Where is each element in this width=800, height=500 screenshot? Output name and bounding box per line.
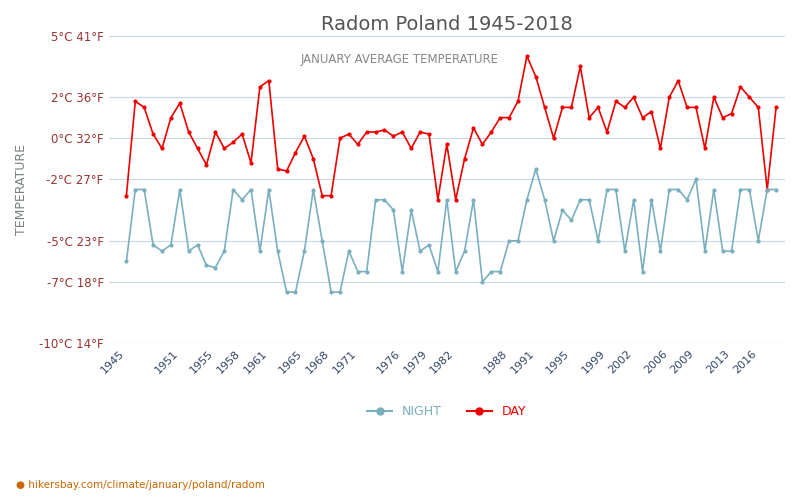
- Legend: NIGHT, DAY: NIGHT, DAY: [362, 400, 531, 423]
- Title: Radom Poland 1945-2018: Radom Poland 1945-2018: [321, 15, 573, 34]
- Text: JANUARY AVERAGE TEMPERATURE: JANUARY AVERAGE TEMPERATURE: [301, 54, 499, 66]
- Text: ● hikersbay.com/climate/january/poland/radom: ● hikersbay.com/climate/january/poland/r…: [16, 480, 265, 490]
- Y-axis label: TEMPERATURE: TEMPERATURE: [15, 144, 28, 235]
